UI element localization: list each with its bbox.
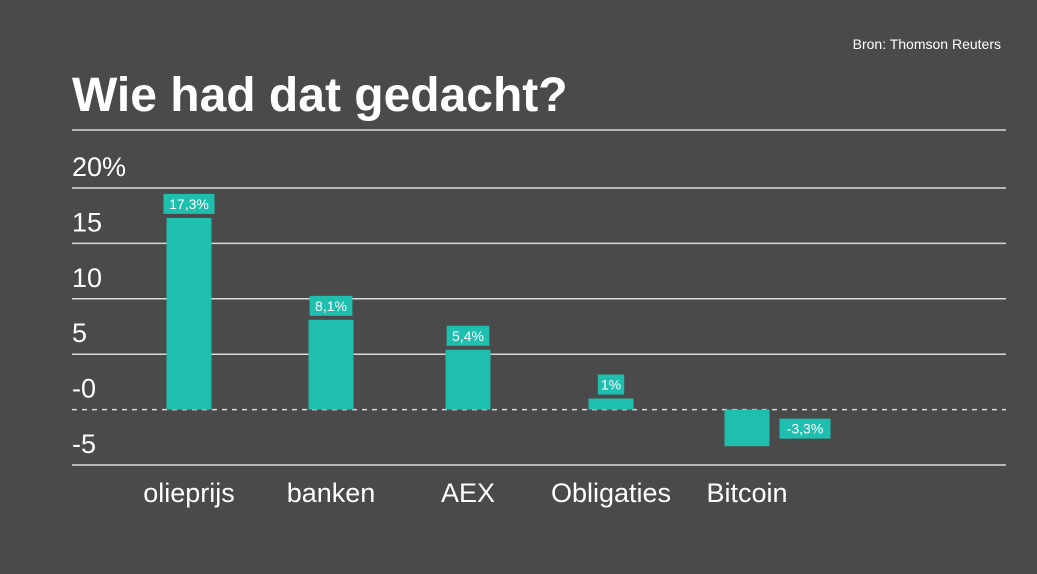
bar-olieprijs (166, 217, 212, 410)
y-tick-label: 5 (72, 318, 87, 348)
value-labels: 17,3% 8,1% 5,4% 1% -3,3% (163, 193, 831, 439)
category-label: AEX (441, 478, 495, 508)
bar-banken (308, 319, 354, 410)
value-label-text: 17,3% (169, 196, 209, 212)
value-label-box (446, 325, 490, 346)
bar-obligaties (588, 398, 634, 410)
y-tick-label: 20% (72, 152, 126, 182)
value-label-text: 8,1% (315, 298, 347, 314)
y-tick-label: -5 (72, 429, 96, 459)
bars (166, 217, 770, 447)
value-label-bitcoin: -3,3% (779, 418, 831, 439)
category-label: banken (287, 478, 376, 508)
category-labels: olieprijs banken AEX Obligaties Bitcoin (143, 478, 787, 508)
category-label: olieprijs (143, 478, 235, 508)
y-tick-label: 10 (72, 263, 102, 293)
value-label-obligaties: 1% (597, 374, 625, 395)
source-label: Bron: Thomson Reuters (853, 36, 1001, 52)
category-label: Obligaties (551, 478, 671, 508)
value-label-text: -3,3% (787, 421, 824, 437)
value-label-banken: 8,1% (309, 295, 353, 316)
y-axis-ticks: 20% 15 10 5 -0 -5 (72, 152, 126, 459)
value-label-box (163, 193, 215, 214)
value-label-box (597, 374, 625, 395)
bar-aex (445, 349, 491, 410)
y-tick-label: 15 (72, 207, 102, 237)
value-label-aex: 5,4% (446, 325, 490, 346)
y-tick-label: -0 (72, 374, 96, 404)
value-label-box (309, 295, 353, 316)
value-label-olieprijs: 17,3% (163, 193, 215, 214)
bar-bitcoin (724, 409, 770, 447)
value-label-text: 1% (601, 377, 621, 393)
category-label: Bitcoin (706, 478, 787, 508)
value-label-text: 5,4% (452, 328, 484, 344)
chart-title: Wie had dat gedacht? (72, 69, 568, 122)
grid-lines (72, 187, 1006, 466)
value-label-box (779, 418, 831, 439)
